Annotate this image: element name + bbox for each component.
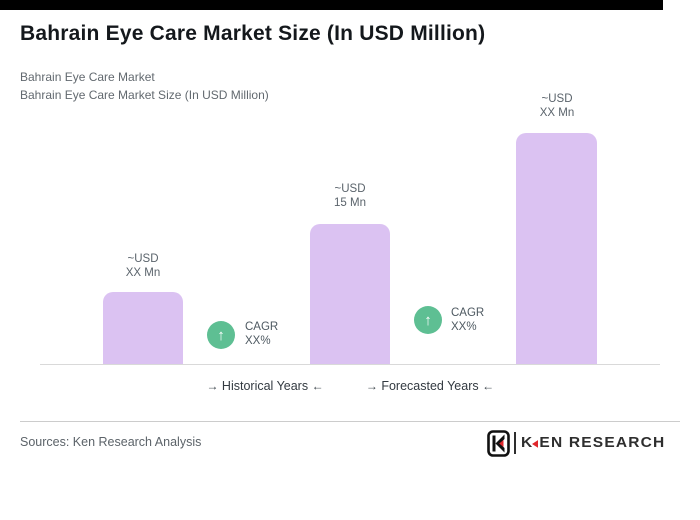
top-black-bar xyxy=(0,0,663,10)
subtitle-line-1: Bahrain Eye Care Market xyxy=(20,70,155,84)
cagr-badge-2-text: CAGR XX% xyxy=(451,307,485,333)
cagr-badge-2: ↑ xyxy=(414,306,442,334)
right-arrow-icon: → xyxy=(206,379,219,393)
ken-research-logo: K EN RESEARCH xyxy=(487,429,666,457)
red-triangle-icon xyxy=(532,439,539,448)
footer-divider xyxy=(20,421,680,422)
right-arrow-icon: → xyxy=(365,379,378,393)
up-arrow-icon: ↑ xyxy=(424,311,432,329)
bar-base-year xyxy=(310,224,390,364)
up-arrow-icon: ↑ xyxy=(217,326,225,344)
ken-research-emblem-icon xyxy=(487,429,510,457)
axis-label-forecasted-years: → Forecasted Years ← xyxy=(365,379,495,393)
logo-wordmark: K EN RESEARCH xyxy=(521,434,666,451)
left-arrow-icon: ← xyxy=(311,379,324,393)
x-axis-baseline xyxy=(40,364,660,365)
bar-value-label: ~USD 15 Mn xyxy=(334,183,366,209)
chart-subtitle: Bahrain Eye Care Market Bahrain Eye Care… xyxy=(20,68,269,104)
subtitle-line-2: Bahrain Eye Care Market Size (In USD Mil… xyxy=(20,88,269,102)
cagr-badge-1: ↑ xyxy=(207,321,235,349)
page-title: Bahrain Eye Care Market Size (In USD Mil… xyxy=(20,22,486,45)
bar-value-label: ~USD XX Mn xyxy=(125,253,161,279)
sources-text: Sources: Ken Research Analysis xyxy=(20,435,202,449)
left-arrow-icon: ← xyxy=(482,379,495,393)
cagr-badge-1-text: CAGR XX% xyxy=(245,321,279,347)
logo-separator xyxy=(514,432,516,454)
bar-forecast-end xyxy=(516,133,597,364)
axis-label-historical-years: → Historical Years ← xyxy=(206,379,324,393)
bar-historical-start xyxy=(103,292,183,364)
bar-value-label: ~USD XX Mn xyxy=(539,93,575,119)
